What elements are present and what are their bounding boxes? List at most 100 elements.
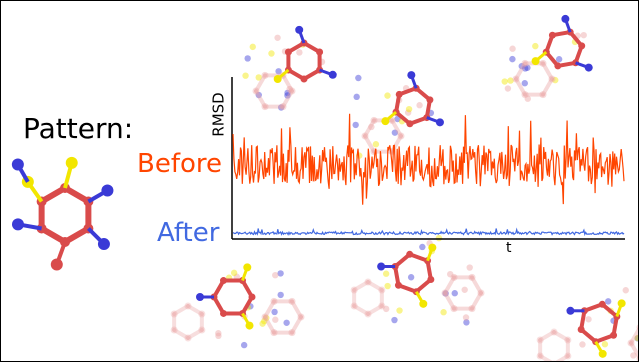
atom: [255, 74, 262, 81]
nitrogen-atom: [11, 158, 24, 171]
bond: [470, 275, 483, 295]
atom: [564, 336, 572, 344]
atom: [372, 141, 380, 148]
atom: [532, 42, 539, 50]
atom: [316, 48, 324, 56]
atom: [552, 76, 559, 84]
atom: [627, 339, 635, 347]
atom: [261, 103, 269, 111]
bond: [172, 304, 190, 316]
x-axis-label: t: [506, 240, 512, 256]
atom: [261, 317, 268, 325]
atom: [435, 234, 443, 242]
atom: [275, 68, 282, 75]
atom: [350, 302, 358, 310]
bond: [538, 330, 556, 342]
atom: [622, 287, 629, 294]
atom: [518, 62, 525, 70]
atom: [233, 273, 241, 280]
bond: [186, 304, 204, 316]
atom: [364, 278, 372, 286]
atom: [361, 132, 369, 140]
bond: [281, 73, 294, 93]
nitrogen-atom: [584, 63, 593, 72]
atom: [462, 314, 470, 321]
bond: [263, 315, 276, 335]
atom: [550, 328, 558, 336]
atom: [610, 331, 618, 339]
molecule-layer: [11, 14, 638, 361]
atom: [630, 352, 637, 359]
bond: [186, 328, 204, 340]
bond: [629, 341, 638, 360]
atom: [524, 64, 531, 71]
atom: [548, 75, 556, 83]
bond: [541, 77, 554, 97]
atom: [405, 105, 413, 113]
atom: [578, 42, 586, 50]
atom: [382, 305, 390, 313]
atom: [407, 274, 415, 281]
nitrogen-atom: [97, 238, 110, 251]
atom: [297, 313, 305, 321]
bond: [555, 354, 570, 361]
sulfur-atom: [65, 156, 78, 169]
series-after-line: [232, 227, 625, 237]
atom: [598, 300, 606, 308]
atom: [504, 85, 512, 92]
bond: [629, 326, 638, 345]
atom: [394, 281, 402, 289]
atom: [261, 71, 269, 79]
atom: [249, 43, 256, 51]
atom: [636, 324, 638, 331]
atom: [477, 289, 485, 297]
nitrogen-atom: [328, 70, 337, 79]
pattern-label: Pattern:: [23, 112, 134, 145]
bond: [290, 315, 303, 335]
atom: [286, 85, 293, 93]
atom: [283, 319, 290, 326]
series-before-line: [232, 113, 625, 205]
atom: [244, 55, 251, 62]
atom: [548, 31, 556, 39]
atom: [521, 59, 529, 67]
atom: [272, 271, 279, 279]
sulfur-atom: [243, 263, 252, 272]
atom: [300, 75, 308, 83]
atom: [279, 103, 287, 111]
atom: [580, 31, 587, 39]
atom: [521, 80, 528, 87]
bond: [352, 280, 370, 292]
atom: [242, 72, 249, 79]
atom: [378, 302, 386, 310]
atom: [634, 335, 638, 342]
atom: [391, 316, 398, 324]
carbon-atom: [50, 258, 63, 271]
atom: [397, 132, 405, 140]
atom: [554, 62, 562, 70]
nitrogen-atom: [11, 218, 24, 231]
atom: [552, 360, 556, 361]
atom: [382, 270, 390, 277]
bond: [290, 299, 303, 319]
atom: [215, 330, 222, 337]
atom: [274, 34, 281, 41]
nitrogen-atom: [196, 293, 204, 301]
atom: [391, 129, 399, 136]
atom: [507, 77, 514, 84]
bond: [443, 275, 456, 295]
sulfur-atom: [381, 117, 390, 126]
nitrogen-atom: [101, 184, 114, 197]
bond: [352, 304, 370, 316]
atom: [220, 309, 227, 317]
atom: [416, 102, 423, 109]
atom: [263, 314, 270, 322]
atom: [406, 120, 414, 128]
atom: [521, 91, 529, 99]
bond: [366, 304, 384, 316]
bond: [366, 280, 384, 292]
atom: [353, 93, 360, 101]
atom: [463, 319, 470, 326]
